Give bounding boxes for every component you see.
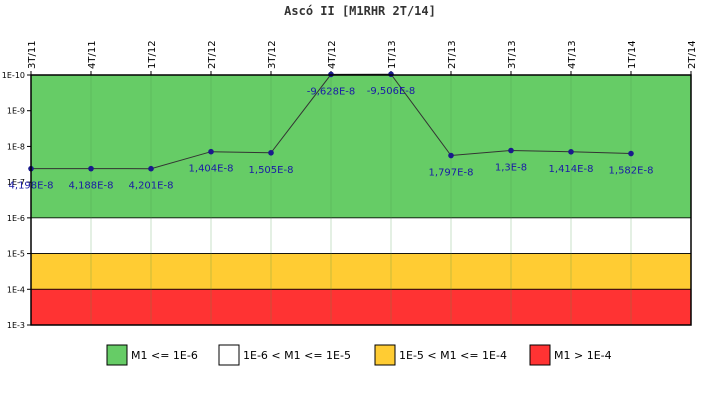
legend-swatch	[106, 344, 128, 366]
data-label: 1,3E-8	[495, 162, 527, 173]
legend-swatch	[374, 344, 396, 366]
legend-label: 1E-6 < M1 <= 1E-5	[243, 349, 351, 362]
x-tick-label: 4T/11	[87, 40, 98, 69]
x-tick-label: 2T/14	[687, 40, 698, 69]
y-tick-label: 1E-4	[7, 285, 25, 294]
x-tick-label: 3T/12	[267, 40, 278, 69]
chart-title: Ascó II [M1RHR 2T/14]	[284, 4, 436, 18]
data-point	[148, 165, 154, 172]
y-tick-label: 1E-10	[2, 71, 25, 80]
data-point	[448, 152, 454, 159]
y-tick-label: 1E-7	[7, 178, 25, 187]
legend-swatch	[218, 344, 240, 366]
band-2	[30, 253, 692, 290]
y-axis-ticks: 1E-10 1E-9 1E-8 1E-7 1E-6 1E-5 1E-4 1E-3	[2, 71, 31, 330]
band-3	[30, 288, 692, 326]
data-label: -9,506E-8	[367, 86, 416, 97]
legend-swatch	[529, 344, 551, 366]
y-tick-label: 1E-3	[7, 321, 25, 330]
legend-label: M1 <= 1E-6	[131, 349, 198, 362]
x-tick-label: 2T/12	[207, 40, 218, 69]
plot-frame	[30, 74, 692, 326]
data-point	[628, 150, 634, 157]
legend-label: M1 > 1E-4	[554, 349, 612, 362]
x-tick-label: 1T/14	[627, 40, 638, 69]
data-label: 4,201E-8	[129, 181, 174, 192]
data-point	[268, 149, 274, 156]
x-tick-label: 4T/12	[327, 40, 338, 69]
data-point	[508, 147, 514, 154]
data-label: 1,582E-8	[609, 166, 654, 177]
band-0	[30, 74, 692, 219]
y-tick-label: 1E-9	[7, 107, 25, 116]
legend: M1 <= 1E-6 1E-6 < M1 <= 1E-5 1E-5 < M1 <= …	[106, 344, 612, 366]
data-label: 1,404E-8	[189, 164, 234, 175]
x-tick-label: 1T/13	[387, 40, 398, 69]
data-label: 4,188E-8	[69, 181, 114, 192]
y-tick-label: 1E-6	[7, 214, 25, 223]
data-label: 1,505E-8	[249, 165, 294, 176]
data-label: -9,628E-8	[307, 86, 356, 97]
data-point	[388, 71, 394, 78]
x-tick-label: 3T/13	[507, 40, 518, 69]
data-label: 1,414E-8	[549, 164, 594, 175]
x-axis-ticks: 3T/11 4T/11 1T/12 2T/12 3T/12 4T/12 1T/13 2T/13…	[27, 40, 698, 75]
x-tick-label: 3T/11	[27, 40, 38, 69]
y-tick-label: 1E-5	[7, 250, 25, 259]
legend-label: 1E-5 < M1 <= 1E-4	[399, 349, 507, 362]
x-tick-label: 4T/13	[567, 40, 578, 69]
data-point	[208, 148, 214, 155]
x-tick-label: 2T/13	[447, 40, 458, 69]
severity-bands	[30, 74, 692, 326]
band-1	[30, 217, 692, 254]
y-tick-label: 1E-8	[7, 142, 25, 151]
data-point	[568, 149, 574, 155]
data-point	[88, 165, 94, 172]
data-label: 1,797E-8	[429, 168, 474, 179]
x-tick-label: 1T/12	[147, 40, 158, 69]
